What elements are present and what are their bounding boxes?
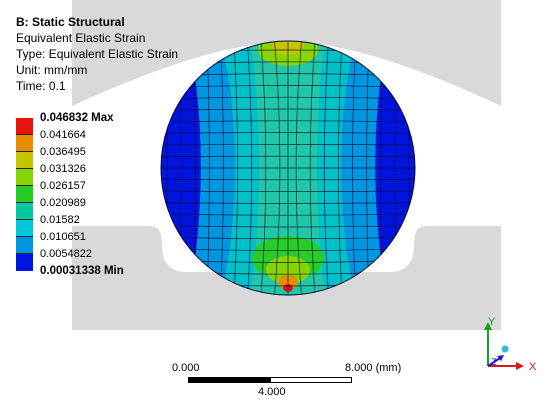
triad-z-label: Z — [491, 357, 497, 367]
result-name: Equivalent Elastic Strain — [16, 31, 146, 45]
scale-bar-light — [270, 377, 352, 383]
triad-x-label: X — [529, 361, 537, 373]
coordinate-triad[interactable]: Y Z X — [478, 314, 544, 374]
result-unit: Unit: mm/mm — [16, 63, 88, 77]
legend-color-band — [16, 254, 33, 271]
cylinder-contour[interactable] — [161, 34, 415, 300]
legend-value: 0.031326 — [40, 163, 86, 175]
legend-color-band — [16, 118, 33, 135]
legend-color-band — [16, 135, 33, 152]
legend-color-band — [16, 237, 33, 254]
triad-y-label: Y — [488, 316, 496, 328]
legend-color-band — [16, 152, 33, 169]
result-info-panel: B: Static Structural Equivalent Elastic … — [16, 14, 178, 94]
legend-color-band — [16, 220, 33, 237]
legend-value: 0.026157 — [40, 180, 86, 192]
scale-left-label: 0.000 — [172, 362, 200, 374]
legend-value: 0.01582 — [40, 214, 80, 226]
scale-middle-label: 4.000 — [258, 386, 286, 398]
legend-color-band — [16, 169, 33, 186]
legend-color-band — [16, 186, 33, 203]
triad-iso-ball-icon[interactable] — [501, 345, 509, 353]
result-type: Type: Equivalent Elastic Strain — [16, 47, 179, 61]
result-time: Time: 0.1 — [16, 79, 66, 93]
legend-color-band — [16, 203, 33, 220]
legend-value: 0.036495 — [40, 146, 86, 158]
legend-value: 0.010651 — [40, 231, 86, 243]
scale-bar-dark — [188, 377, 270, 383]
legend-value: 0.020989 — [40, 197, 86, 209]
scale-ruler: 0.000 8.000 (mm) 4.000 — [172, 362, 408, 398]
legend-labels: 0.046832 Max 0.041664 0.036495 0.031326 … — [40, 110, 124, 280]
legend-max-label: 0.046832 Max — [40, 112, 114, 124]
analysis-title: B: Static Structural — [16, 15, 125, 29]
legend-min-label: 0.00031338 Min — [40, 265, 124, 277]
legend-value: 0.041664 — [40, 129, 86, 141]
scale-right-label: 8.000 (mm) — [345, 362, 402, 374]
legend-color-bar — [16, 118, 33, 271]
legend-value: 0.0054822 — [40, 248, 92, 260]
